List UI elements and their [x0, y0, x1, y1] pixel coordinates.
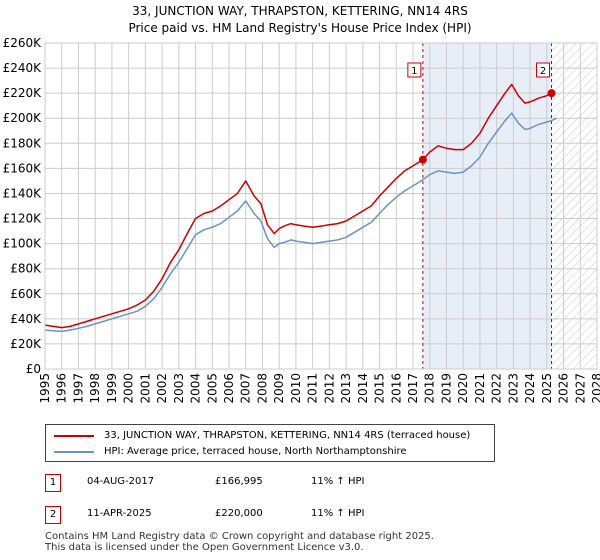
transaction-number: 2 [45, 506, 61, 524]
chart-title: 33, JUNCTION WAY, THRAPSTON, KETTERING, … [132, 4, 468, 18]
transaction-row: 2 11-APR-2025 £220,000 11% ↑ HPI [45, 506, 465, 524]
ownership-shade [422, 43, 552, 369]
property-price-line [44, 83, 552, 329]
legend-swatch-hpi [54, 450, 94, 453]
transaction-hpi-change: 11% ↑ HPI [311, 508, 365, 519]
x-tick-label: 2007 [239, 373, 253, 404]
footer-copyright: Contains HM Land Registry data © Crown c… [45, 531, 434, 542]
hpi-line [44, 112, 558, 333]
sale-point [418, 155, 427, 164]
x-tick-label: 2013 [339, 373, 353, 404]
transaction-price: £220,000 [215, 508, 263, 519]
x-tick-label: 2000 [122, 373, 136, 404]
x-tick-label: 2006 [222, 373, 236, 404]
y-tick-label: £160K [3, 161, 43, 175]
marker-label: 1 [411, 66, 417, 77]
y-tick-label: £100K [3, 237, 43, 251]
x-tick-label: 2003 [172, 373, 186, 404]
x-tick-label: 2023 [506, 373, 520, 404]
legend-label-hpi: HPI: Average price, terraced house, Nort… [104, 446, 407, 457]
x-tick-label: 2022 [490, 373, 504, 404]
transaction-date: 11-APR-2025 [87, 508, 152, 519]
forecast-hatch [551, 43, 597, 369]
y-tick-label: £0 [26, 362, 41, 376]
grid-lines [44, 42, 598, 370]
x-tick-label: 2004 [189, 373, 203, 404]
y-tick-label: £120K [3, 212, 43, 226]
footer: Contains HM Land Registry data © Crown c… [45, 531, 434, 553]
legend-label-property: 33, JUNCTION WAY, THRAPSTON, KETTERING, … [104, 430, 471, 441]
x-tick-label: 2017 [406, 373, 420, 404]
marker-badge [536, 62, 551, 78]
y-tick-label: £220K [3, 86, 43, 100]
x-tick-label: 2024 [523, 373, 537, 404]
x-tick-label: 2001 [138, 373, 152, 404]
x-tick-label: 2020 [456, 373, 470, 404]
marker-label: 2 [540, 66, 546, 77]
x-tick-label: 2026 [557, 373, 571, 404]
y-tick-label: £20K [10, 337, 42, 351]
x-tick-label: 1995 [38, 373, 52, 404]
legend-swatch-property [54, 434, 94, 437]
x-tick-label: 1996 [55, 373, 69, 404]
x-tick-label: 2005 [205, 373, 219, 404]
transaction-price: £166,995 [215, 476, 263, 487]
y-tick-label: £240K [3, 61, 43, 75]
y-tick-label: £140K [3, 186, 43, 200]
y-tick-label: £40K [10, 312, 42, 326]
plot-background [45, 43, 597, 369]
x-tick-label: 2016 [389, 373, 403, 404]
x-tick-label: 2019 [439, 373, 453, 404]
x-tick-label: 2025 [540, 373, 554, 404]
x-tick-label: 2010 [289, 373, 303, 404]
y-tick-label: £60K [10, 287, 42, 301]
x-tick-label: 2008 [255, 373, 269, 404]
x-tick-label: 1998 [88, 373, 102, 404]
transaction-date: 04-AUG-2017 [87, 476, 155, 487]
x-tick-label: 2012 [322, 373, 336, 404]
x-tick-label: 2011 [306, 373, 320, 404]
y-tick-label: £200K [3, 111, 43, 125]
plot-border [44, 42, 598, 370]
y-tick-label: £180K [3, 136, 43, 150]
transaction-number: 1 [45, 474, 61, 492]
x-tick-label: 2014 [356, 373, 370, 404]
x-tick-label: 2028 [590, 373, 600, 404]
footer-licence: This data is licensed under the Open Gov… [45, 542, 364, 553]
transaction-hpi-change: 11% ↑ HPI [311, 476, 365, 487]
legend-item-property: 33, JUNCTION WAY, THRAPSTON, KETTERING, … [54, 430, 470, 441]
x-tick-label: 2021 [473, 373, 487, 404]
axis-layer: £0 £20K £40K £60K £80K £100K £120K £140K £160K £1… [3, 36, 600, 404]
chart-subtitle: Price paid vs. HM Land Registry's House … [128, 21, 472, 35]
legend-item-hpi: HPI: Average price, terraced house, Nort… [54, 446, 407, 457]
transaction-row: 1 04-AUG-2017 £166,995 11% ↑ HPI [45, 474, 465, 492]
x-tick-label: 2009 [272, 373, 286, 404]
x-tick-label: 1999 [105, 373, 119, 404]
legend: 33, JUNCTION WAY, THRAPSTON, KETTERING, … [45, 424, 495, 462]
y-tick-label: £260K [3, 36, 43, 50]
marker-badge [407, 62, 422, 78]
x-tick-label: 2002 [155, 373, 169, 404]
x-tick-label: 2018 [423, 373, 437, 404]
sale-point [547, 89, 556, 98]
x-tick-label: 1997 [71, 373, 85, 404]
x-tick-label: 2027 [573, 373, 587, 404]
x-tick-label: 2015 [373, 373, 387, 404]
y-tick-label: £80K [10, 262, 42, 276]
